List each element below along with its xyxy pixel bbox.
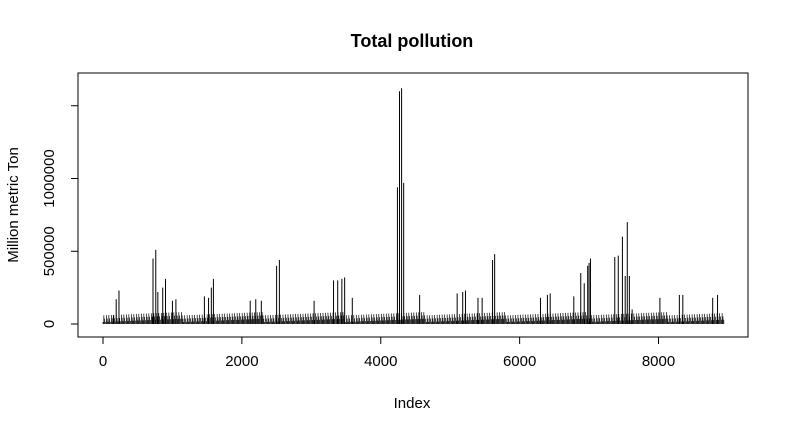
x-tick-label: 6000 <box>503 353 536 370</box>
baseline-density <box>102 312 725 324</box>
x-axis-label: Index <box>394 395 431 412</box>
bars <box>102 88 725 324</box>
chart-title: Total pollution <box>351 31 474 51</box>
x-tick-label: 2000 <box>225 353 258 370</box>
x-tick-label: 0 <box>99 353 107 370</box>
x-tick-label: 8000 <box>642 353 675 370</box>
y-axis: 0 500000 1000000 <box>41 105 79 328</box>
plot-frame <box>77 72 749 338</box>
y-tick-label: 500000 <box>41 226 58 276</box>
x-tick-label: 4000 <box>364 353 397 370</box>
y-tick-label: 1000000 <box>41 149 58 207</box>
x-axis: 0 2000 4000 6000 8000 <box>99 336 675 370</box>
y-axis-label: Million metric Ton <box>5 147 22 263</box>
y-tick-label: 0 <box>41 320 58 328</box>
